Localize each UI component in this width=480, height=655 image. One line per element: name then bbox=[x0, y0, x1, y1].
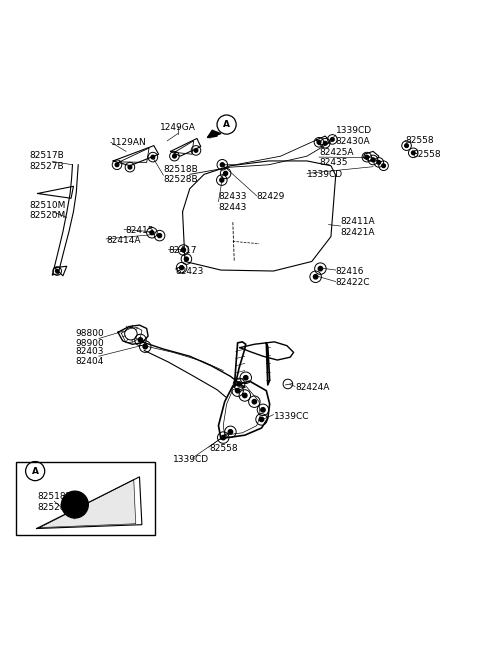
Circle shape bbox=[221, 436, 226, 440]
Circle shape bbox=[224, 172, 228, 176]
Circle shape bbox=[371, 158, 375, 162]
Text: 82411A
82421A: 82411A 82421A bbox=[340, 217, 375, 236]
Circle shape bbox=[220, 178, 224, 182]
Text: 1339CC: 1339CC bbox=[274, 411, 309, 421]
Bar bbox=[16, 462, 156, 534]
Circle shape bbox=[411, 151, 415, 155]
Text: 82403
82404: 82403 82404 bbox=[75, 346, 103, 366]
Circle shape bbox=[235, 388, 240, 393]
Circle shape bbox=[115, 163, 119, 166]
Text: 82425A
82435: 82425A 82435 bbox=[319, 148, 353, 167]
Circle shape bbox=[128, 165, 132, 169]
Circle shape bbox=[143, 345, 147, 349]
Circle shape bbox=[242, 393, 247, 398]
Text: 1339CD: 1339CD bbox=[173, 455, 209, 464]
Text: 82424A: 82424A bbox=[295, 383, 329, 392]
Text: 82558: 82558 bbox=[412, 150, 441, 159]
Text: 1339CD
82430A: 1339CD 82430A bbox=[336, 126, 372, 146]
Circle shape bbox=[331, 138, 334, 141]
Circle shape bbox=[157, 234, 162, 238]
Circle shape bbox=[252, 400, 256, 404]
Text: 82510M
82520M: 82510M 82520M bbox=[29, 200, 66, 220]
Circle shape bbox=[56, 269, 59, 272]
Circle shape bbox=[173, 155, 176, 158]
Circle shape bbox=[138, 338, 143, 342]
Circle shape bbox=[228, 430, 233, 434]
Circle shape bbox=[382, 164, 385, 168]
Circle shape bbox=[377, 160, 381, 164]
Text: 82422C: 82422C bbox=[336, 278, 370, 288]
Circle shape bbox=[180, 266, 184, 270]
Circle shape bbox=[220, 163, 224, 167]
Circle shape bbox=[181, 248, 186, 252]
Text: 82416: 82416 bbox=[336, 267, 364, 276]
Polygon shape bbox=[40, 479, 136, 527]
Text: 1339CD: 1339CD bbox=[307, 170, 343, 179]
Polygon shape bbox=[209, 133, 217, 140]
Circle shape bbox=[243, 375, 248, 380]
Circle shape bbox=[313, 274, 318, 279]
Circle shape bbox=[61, 491, 88, 518]
Text: 82415: 82415 bbox=[125, 226, 154, 235]
Circle shape bbox=[151, 155, 155, 159]
Text: A: A bbox=[32, 466, 39, 476]
Text: 82429: 82429 bbox=[257, 193, 285, 201]
Circle shape bbox=[259, 417, 264, 422]
Text: 82423: 82423 bbox=[175, 267, 204, 276]
Text: 82518B
82528B: 82518B 82528B bbox=[163, 164, 198, 184]
Text: A: A bbox=[223, 120, 230, 129]
Circle shape bbox=[365, 155, 369, 159]
Circle shape bbox=[324, 141, 327, 145]
Text: 82558: 82558 bbox=[209, 443, 238, 453]
Text: 82417: 82417 bbox=[168, 246, 197, 255]
Text: 82517B
82527B: 82517B 82527B bbox=[29, 151, 64, 171]
Text: 98800
98900: 98800 98900 bbox=[75, 329, 104, 348]
Text: 82433
82443: 82433 82443 bbox=[218, 193, 247, 212]
Circle shape bbox=[194, 149, 198, 152]
Text: 1249GA: 1249GA bbox=[160, 123, 196, 132]
Circle shape bbox=[405, 144, 408, 147]
Circle shape bbox=[150, 231, 154, 234]
Text: 82558: 82558 bbox=[405, 136, 434, 145]
Circle shape bbox=[317, 140, 321, 144]
Circle shape bbox=[261, 407, 265, 412]
Polygon shape bbox=[207, 130, 221, 138]
Text: 1129AN: 1129AN bbox=[111, 138, 146, 147]
Text: 82414A: 82414A bbox=[106, 236, 141, 245]
Text: 82518B
82528B: 82518B 82528B bbox=[37, 493, 72, 512]
Circle shape bbox=[237, 382, 241, 386]
Circle shape bbox=[184, 257, 188, 261]
Circle shape bbox=[318, 267, 323, 271]
